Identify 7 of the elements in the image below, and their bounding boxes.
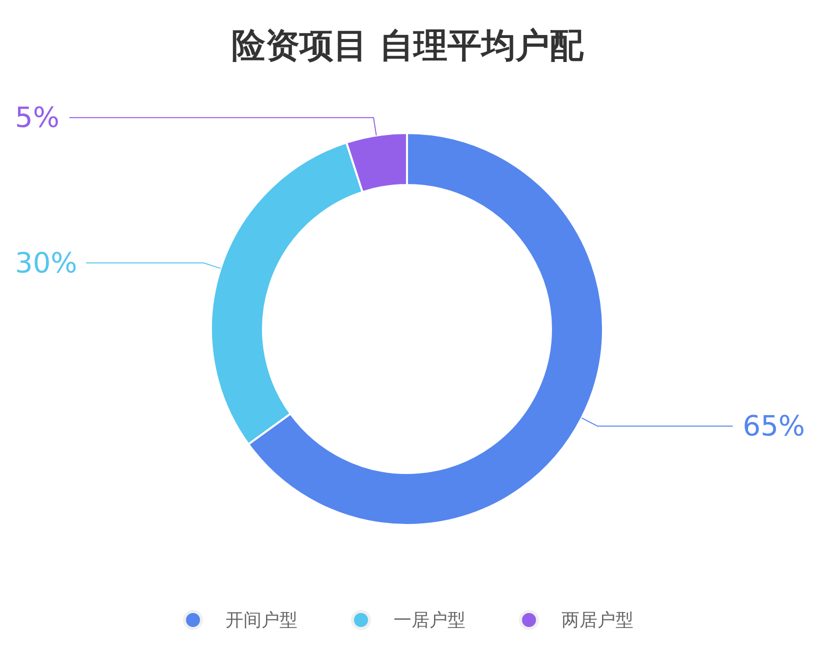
chart-title: 险资项目 自理平均户配 — [230, 25, 585, 68]
data-label: 65% — [742, 410, 806, 443]
legend-label: 开间户型 — [226, 609, 298, 632]
legend-label: 两居户型 — [562, 609, 634, 632]
data-label: 5% — [15, 101, 60, 134]
legend-label: 一居户型 — [394, 609, 466, 632]
data-label: 30% — [15, 246, 78, 280]
